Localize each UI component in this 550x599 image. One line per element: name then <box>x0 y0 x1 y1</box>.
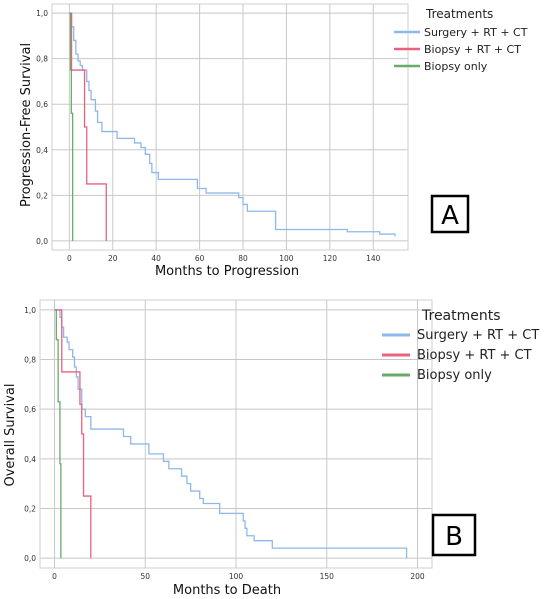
panel-b-letter: B <box>445 522 463 552</box>
panel-a-letter-box: A <box>430 194 470 234</box>
panel-b-y-tick-label-4: 0,8 <box>24 356 36 365</box>
panel-a-x-tick-label-2: 40 <box>151 254 161 263</box>
panel-b-x-tick-label-3: 150 <box>320 572 335 581</box>
panel-a-series-line-1 <box>69 12 396 237</box>
panel-b-letter-box: B <box>431 513 477 557</box>
panel-a-y-tick-label-0: 0,0 <box>36 237 48 246</box>
panel-b-x-tick-label-2: 100 <box>229 572 244 581</box>
panel-b-x-tick-label-0: 0 <box>52 572 57 581</box>
panel-a-x-tick-label-6: 120 <box>323 254 338 263</box>
panel-a-legend: Treatments Surgery + RT + CT Biopsy + RT… <box>394 7 528 73</box>
panel-b-y-tick-label-2: 0,4 <box>24 455 36 464</box>
panel-b-y-tick-label-5: 1,0 <box>24 306 36 315</box>
panel-b-x-tick-labels: 0 50 100 150 200 <box>52 572 425 581</box>
panel-a-x-tick-label-3: 60 <box>195 254 205 263</box>
panel-b-x-axis-title: Months to Death <box>173 583 281 598</box>
panel-a-chart: 0 20 40 60 80 100 120 140 0,0 0,2 0,4 0,6 0,8 1,0 Mo… <box>19 3 528 279</box>
panel-a-series-line-2 <box>69 12 107 241</box>
panel-a-y-tick-label-2: 0,4 <box>36 146 48 155</box>
panel-b-legend-title: Treatments <box>421 308 501 324</box>
panel-b-series-line-2 <box>54 309 92 559</box>
panel-a-y-tick-label-5: 1,0 <box>36 9 48 18</box>
panel-b-series-line-3 <box>54 309 62 559</box>
panel-a-y-tick-labels: 0,0 0,2 0,4 0,6 0,8 1,0 <box>36 9 48 246</box>
panel-a-x-tick-label-0: 0 <box>67 254 72 263</box>
panel-b-series-line-1 <box>54 309 408 559</box>
panel-a-y-axis-title: Progression-Free Survival <box>19 43 34 207</box>
panel-b-chart: 0 50 100 150 200 0,0 0,2 0,4 0,6 0,8 1,0 Months t… <box>3 299 539 598</box>
panel-a-letter: A <box>441 201 459 231</box>
panel-b-legend-label-3: Biopsy only <box>417 368 492 383</box>
panel-b-legend-label-2: Biopsy + RT + CT <box>417 348 532 363</box>
panel-b-y-axis-title: Overall Survival <box>3 383 18 486</box>
panel-b-legend-label-1: Surgery + RT + CT <box>417 328 539 343</box>
panel-b-legend: Treatments Surgery + RT + CT Biopsy + RT… <box>382 308 539 383</box>
panel-b-y-tick-label-1: 0,2 <box>24 504 36 513</box>
panel-b-y-tick-labels: 0,0 0,2 0,4 0,6 0,8 1,0 <box>24 306 36 563</box>
panel-a-y-tick-label-1: 0,2 <box>36 191 48 200</box>
panel-a-legend-title: Treatments <box>425 7 493 21</box>
panel-a-x-tick-label-4: 80 <box>238 254 248 263</box>
panel-a-x-tick-labels: 0 20 40 60 80 100 120 140 <box>67 254 381 263</box>
panel-a-plot-area <box>51 3 409 251</box>
panel-a-x-tick-label-7: 140 <box>366 254 381 263</box>
panel-a-x-tick-label-5: 100 <box>279 254 294 263</box>
panel-b-series-group <box>54 309 408 559</box>
panel-a-y-tick-label-4: 0,8 <box>36 55 48 64</box>
panel-b-y-tick-label-0: 0,0 <box>24 554 36 563</box>
panel-a-series-group <box>69 12 396 241</box>
panel-a-legend-label-3: Biopsy only <box>424 60 488 73</box>
panel-a-y-tick-label-3: 0,6 <box>36 100 48 109</box>
panel-a-x-axis-title: Months to Progression <box>155 264 299 279</box>
panel-b-grid <box>40 300 432 568</box>
panel-a-x-tick-label-1: 20 <box>108 254 118 263</box>
panel-a-series-line-3 <box>69 12 74 241</box>
panel-a-legend-label-1: Surgery + RT + CT <box>424 26 528 39</box>
panel-b-x-tick-label-1: 50 <box>140 572 150 581</box>
panel-a-legend-label-2: Biopsy + RT + CT <box>424 43 521 56</box>
panel-b-y-tick-label-3: 0,6 <box>24 405 36 414</box>
panel-b-x-tick-label-4: 200 <box>410 572 425 581</box>
panel-a-grid <box>52 4 408 250</box>
